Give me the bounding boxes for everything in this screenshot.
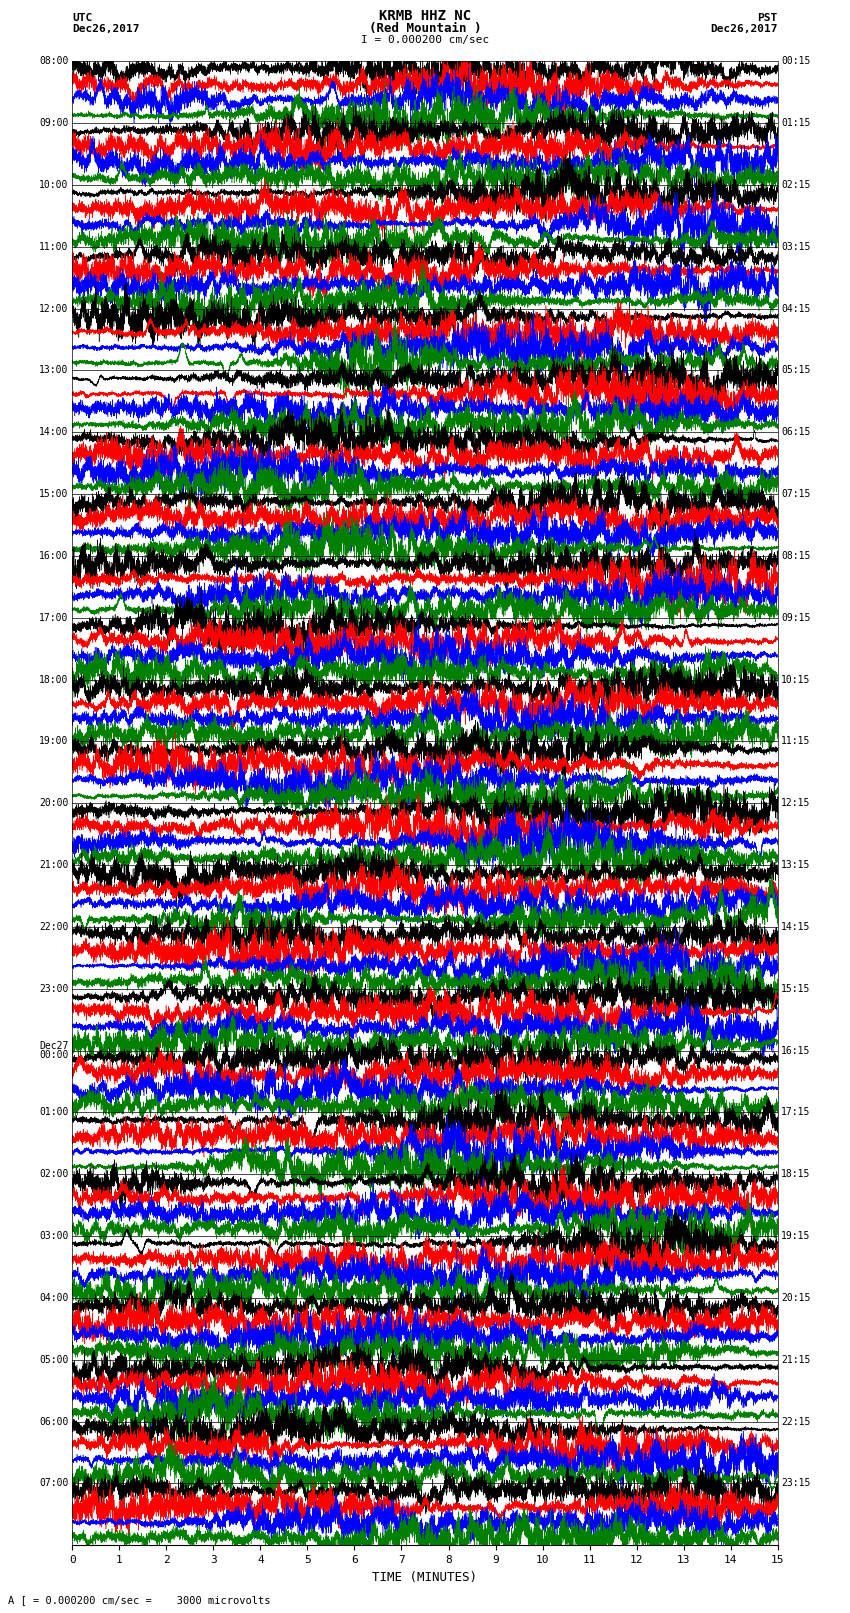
Text: 14:00: 14:00	[39, 427, 69, 437]
Text: 17:00: 17:00	[39, 613, 69, 623]
Text: 23:00: 23:00	[39, 984, 69, 994]
Text: 06:00: 06:00	[39, 1416, 69, 1426]
Text: 17:15: 17:15	[781, 1108, 811, 1118]
Text: 23:15: 23:15	[781, 1479, 811, 1489]
Text: 10:15: 10:15	[781, 674, 811, 684]
Text: 14:15: 14:15	[781, 923, 811, 932]
Text: 11:15: 11:15	[781, 737, 811, 747]
Text: A [ = 0.000200 cm/sec =    3000 microvolts: A [ = 0.000200 cm/sec = 3000 microvolts	[8, 1595, 271, 1605]
Text: 06:15: 06:15	[781, 427, 811, 437]
Text: 09:00: 09:00	[39, 118, 69, 127]
Text: 08:00: 08:00	[39, 56, 69, 66]
Text: 19:15: 19:15	[781, 1231, 811, 1240]
Text: I = 0.000200 cm/sec: I = 0.000200 cm/sec	[361, 35, 489, 45]
X-axis label: TIME (MINUTES): TIME (MINUTES)	[372, 1571, 478, 1584]
Text: 09:15: 09:15	[781, 613, 811, 623]
Text: 12:00: 12:00	[39, 303, 69, 313]
Text: 07:15: 07:15	[781, 489, 811, 498]
Text: 13:15: 13:15	[781, 860, 811, 869]
Text: 10:00: 10:00	[39, 181, 69, 190]
Text: KRMB HHZ NC: KRMB HHZ NC	[379, 10, 471, 24]
Text: UTC: UTC	[72, 13, 93, 24]
Text: 01:15: 01:15	[781, 118, 811, 127]
Text: Dec26,2017: Dec26,2017	[711, 24, 778, 34]
Text: PST: PST	[757, 13, 778, 24]
Text: 12:15: 12:15	[781, 798, 811, 808]
Text: 22:15: 22:15	[781, 1416, 811, 1426]
Text: 21:15: 21:15	[781, 1355, 811, 1365]
Text: 04:15: 04:15	[781, 303, 811, 313]
Text: 02:15: 02:15	[781, 181, 811, 190]
Text: 18:15: 18:15	[781, 1169, 811, 1179]
Text: 20:00: 20:00	[39, 798, 69, 808]
Text: 05:15: 05:15	[781, 366, 811, 376]
Text: 08:15: 08:15	[781, 552, 811, 561]
Text: 00:15: 00:15	[781, 56, 811, 66]
Text: 15:15: 15:15	[781, 984, 811, 994]
Text: 03:15: 03:15	[781, 242, 811, 252]
Text: 01:00: 01:00	[39, 1108, 69, 1118]
Text: 03:00: 03:00	[39, 1231, 69, 1240]
Text: 02:00: 02:00	[39, 1169, 69, 1179]
Text: Dec26,2017: Dec26,2017	[72, 24, 139, 34]
Text: 16:00: 16:00	[39, 552, 69, 561]
Text: 11:00: 11:00	[39, 242, 69, 252]
Text: (Red Mountain ): (Red Mountain )	[369, 23, 481, 35]
Text: 05:00: 05:00	[39, 1355, 69, 1365]
Text: 18:00: 18:00	[39, 674, 69, 684]
Text: 16:15: 16:15	[781, 1045, 811, 1055]
Text: 19:00: 19:00	[39, 737, 69, 747]
Text: Dec27
00:00: Dec27 00:00	[39, 1040, 69, 1060]
Text: 13:00: 13:00	[39, 366, 69, 376]
Text: 04:00: 04:00	[39, 1294, 69, 1303]
Text: 21:00: 21:00	[39, 860, 69, 869]
Text: 15:00: 15:00	[39, 489, 69, 498]
Text: 07:00: 07:00	[39, 1479, 69, 1489]
Text: 20:15: 20:15	[781, 1294, 811, 1303]
Text: 22:00: 22:00	[39, 923, 69, 932]
